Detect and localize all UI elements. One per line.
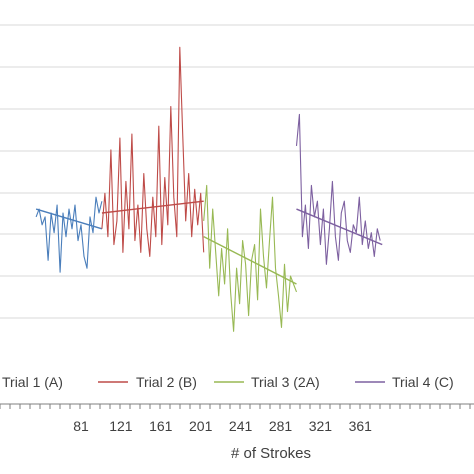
x-tick-label: 81 <box>73 418 89 434</box>
x-tick-label: 121 <box>109 418 133 434</box>
x-axis-title: # of Strokes <box>231 445 311 462</box>
series-line-4 <box>295 113 381 265</box>
trendline-4 <box>296 208 383 246</box>
series-line-2 <box>101 46 205 257</box>
x-tick-label: 361 <box>349 418 373 434</box>
legend: Trial 1 (A) Trial 2 (B) Trial 3 (2A) Trial … <box>2 374 454 390</box>
x-tick-label: 281 <box>269 418 293 434</box>
legend-label-4: Trial 4 (C) <box>392 374 454 390</box>
x-tick-label: 201 <box>189 418 213 434</box>
x-axis-ticks: 81 121 161 201 241 281 321 361 <box>0 404 471 434</box>
legend-label-2: Trial 2 (B) <box>136 374 197 390</box>
trendline-2 <box>101 200 204 214</box>
x-tick-label: 241 <box>229 418 253 434</box>
series-layer <box>35 46 383 332</box>
legend-label-3: Trial 3 (2A) <box>251 374 320 390</box>
trendline-1 <box>35 208 103 230</box>
x-tick-label: 161 <box>149 418 173 434</box>
x-tick-label: 321 <box>309 418 333 434</box>
trendline-3 <box>203 236 297 285</box>
series-line-3 <box>203 184 298 332</box>
series-line-1 <box>35 196 103 273</box>
legend-label-1: Trial 1 (A) <box>2 374 63 390</box>
